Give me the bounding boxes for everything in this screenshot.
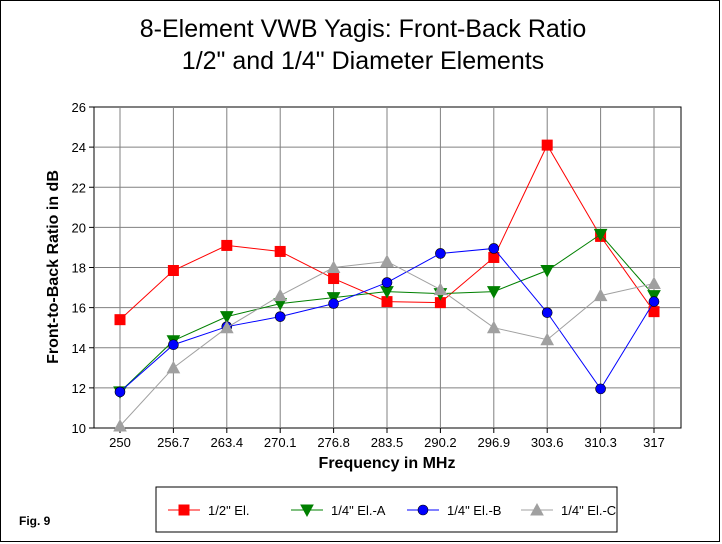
data-point <box>328 273 340 285</box>
data-point <box>113 418 127 432</box>
y-tick-label: 16 <box>72 301 86 316</box>
data-point <box>540 332 555 346</box>
data-point <box>647 276 661 290</box>
data-point <box>381 277 393 288</box>
y-axis-ticks: 10 12 14 16 18 20 22 24 26 <box>72 100 94 436</box>
chart-title: 8-Element VWB Yagis: Front-Back Ratio <box>140 15 586 43</box>
data-point <box>273 288 288 302</box>
data-point <box>326 292 341 305</box>
legend-label: 1/4" El.-A <box>331 503 386 518</box>
data-point <box>274 245 286 257</box>
data-point <box>541 139 553 151</box>
legend-marker <box>530 502 544 516</box>
legend-item: 1/2" El. <box>168 503 249 518</box>
data-point <box>647 290 661 303</box>
grid <box>94 107 681 428</box>
legend-marker <box>178 504 190 516</box>
data-point <box>326 260 341 273</box>
series-4 <box>113 254 661 432</box>
data-point <box>328 298 339 309</box>
legend-label: 1/2" El. <box>208 503 249 518</box>
x-tick-label: 263.4 <box>211 435 244 450</box>
chart-subtitle: 1/2" and 1/4" Diameter Elements <box>182 47 544 75</box>
x-axis-ticks: 250 256.7 263.4 270.1 276.8 283.5 290.2 296.9 30… <box>109 428 665 450</box>
y-tick-label: 14 <box>72 341 86 356</box>
x-tick-label: 310.3 <box>584 435 617 450</box>
data-point <box>488 251 500 263</box>
data-point <box>114 314 126 326</box>
legend-item: 1/4" El.-A <box>291 503 386 518</box>
data-point <box>167 265 179 277</box>
legend-label: 1/4" El.-C <box>561 503 616 518</box>
x-tick-label: 256.7 <box>157 435 190 450</box>
x-tick-label: 303.6 <box>531 435 564 450</box>
y-tick-label: 12 <box>72 381 86 396</box>
data-point <box>648 296 660 307</box>
x-tick-label: 270.1 <box>264 435 297 450</box>
legend-item: 1/4" El.-C <box>521 502 616 518</box>
y-tick-label: 24 <box>72 140 86 155</box>
x-tick-label: 283.5 <box>371 435 404 450</box>
data-point <box>593 228 608 242</box>
x-tick-label: 317 <box>643 435 665 450</box>
data-point <box>221 239 233 251</box>
y-tick-label: 22 <box>72 180 86 195</box>
data-point <box>219 311 234 324</box>
y-axis-label: Front-to-Back Ratio in dB <box>45 170 62 364</box>
y-tick-label: 20 <box>72 220 86 235</box>
data-point <box>168 339 179 351</box>
data-point <box>380 254 394 267</box>
x-axis-label: Frequency in MHz <box>319 455 456 472</box>
data-point <box>435 248 446 259</box>
data-point <box>114 386 126 398</box>
y-tick-label: 18 <box>72 261 86 276</box>
data-point <box>593 288 608 302</box>
series-1 <box>114 139 660 326</box>
data-point <box>488 243 500 254</box>
y-tick-label: 26 <box>72 100 86 115</box>
legend-item: 1/4" El.-B <box>407 503 501 518</box>
legend-label: 1/4" El.-B <box>447 503 501 518</box>
data-point <box>541 307 553 318</box>
y-tick-label: 10 <box>72 421 86 436</box>
x-tick-label: 296.9 <box>478 435 511 450</box>
data-point <box>166 360 181 374</box>
x-tick-label: 290.2 <box>424 435 457 450</box>
data-point <box>595 383 606 395</box>
data-point <box>433 282 448 296</box>
figure-label: Fig. 9 <box>19 514 51 528</box>
data-point <box>486 286 501 299</box>
legend-marker <box>300 504 314 518</box>
x-tick-label: 276.8 <box>317 435 350 450</box>
data-point <box>540 265 555 278</box>
data-point <box>486 320 501 334</box>
data-point <box>274 311 286 322</box>
data-point <box>219 320 234 334</box>
legend: 1/2" El. 1/4" El.-A 1/4" El.-B 1/4" El.-C <box>168 502 616 518</box>
legend-marker <box>417 504 429 516</box>
x-tick-label: 250 <box>109 435 131 450</box>
series-layer <box>113 139 661 432</box>
